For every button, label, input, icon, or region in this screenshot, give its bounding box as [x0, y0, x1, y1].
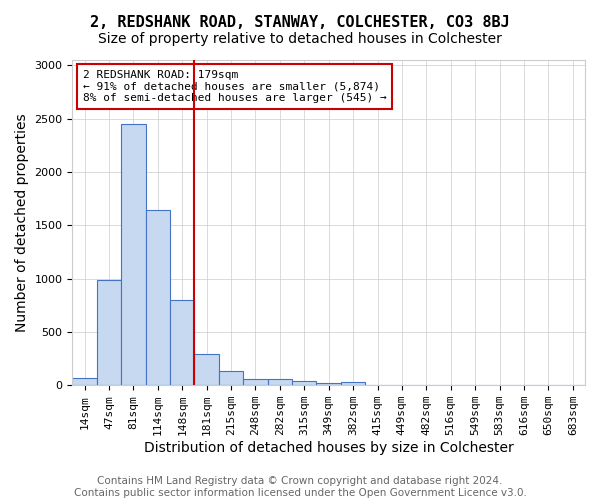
Y-axis label: Number of detached properties: Number of detached properties: [15, 114, 29, 332]
Bar: [146, 210, 170, 385]
Text: 2, REDSHANK ROAD, STANWAY, COLCHESTER, CO3 8BJ: 2, REDSHANK ROAD, STANWAY, COLCHESTER, C…: [90, 15, 510, 30]
Bar: [121, 124, 146, 385]
Bar: [341, 382, 365, 385]
Bar: [243, 379, 268, 385]
Bar: [194, 354, 219, 385]
Bar: [170, 300, 194, 385]
Text: Size of property relative to detached houses in Colchester: Size of property relative to detached ho…: [98, 32, 502, 46]
X-axis label: Distribution of detached houses by size in Colchester: Distribution of detached houses by size …: [144, 441, 514, 455]
Text: Contains HM Land Registry data © Crown copyright and database right 2024.
Contai: Contains HM Land Registry data © Crown c…: [74, 476, 526, 498]
Bar: [268, 380, 292, 385]
Bar: [219, 372, 243, 385]
Bar: [97, 280, 121, 385]
Text: 2 REDSHANK ROAD: 179sqm
← 91% of detached houses are smaller (5,874)
8% of semi-: 2 REDSHANK ROAD: 179sqm ← 91% of detache…: [83, 70, 386, 103]
Bar: [316, 382, 341, 385]
Bar: [365, 384, 390, 385]
Bar: [292, 382, 316, 385]
Bar: [73, 378, 97, 385]
